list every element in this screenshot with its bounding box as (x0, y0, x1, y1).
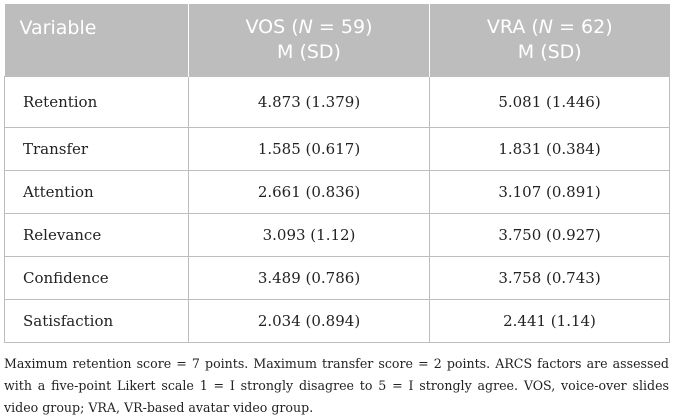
header-vos-stats: M (SD) (277, 41, 341, 63)
table-row: Retention 4.873 (1.379) 5.081 (1.446) (4, 76, 670, 128)
header-vra: VRA (N = 62) M (SD) (429, 4, 670, 77)
row-vos-value: 3.489 (0.786) (188, 256, 430, 300)
row-vra-value: 3.107 (0.891) (429, 170, 670, 214)
header-variable: Variable (4, 4, 189, 77)
header-vos-group-line: VOS (N = 59) (245, 16, 373, 38)
row-variable: Transfer (4, 127, 189, 171)
table-header: Variable VOS (N = 59) M (SD) VRA (N = 62… (4, 4, 670, 77)
header-vos-group: VOS (245, 16, 286, 38)
row-vos-value: 2.661 (0.836) (188, 170, 430, 214)
row-vos-value: 4.873 (1.379) (188, 76, 430, 128)
header-row: Variable VOS (N = 59) M (SD) VRA (N = 62… (4, 4, 670, 77)
header-vra-group: VRA (486, 16, 526, 38)
table-row: Relevance 3.093 (1.12) 3.750 (0.927) (4, 213, 670, 257)
header-variable-label: Variable (19, 17, 97, 39)
header-vra-group-line: VRA (N = 62) (486, 16, 613, 38)
table-footnote: Maximum retention score = 7 points. Maxi… (4, 355, 669, 415)
header-vos: VOS (N = 59) M (SD) (188, 4, 430, 77)
results-table-container: Variable VOS (N = 59) M (SD) VRA (N = 62… (4, 4, 670, 343)
table-body: Retention 4.873 (1.379) 5.081 (1.446) Tr… (4, 76, 670, 343)
row-vos-value: 2.034 (0.894) (188, 299, 430, 343)
table-row: Satisfaction 2.034 (0.894) 2.441 (1.14) (4, 299, 670, 343)
header-vra-stats: M (SD) (517, 41, 582, 63)
row-variable: Confidence (4, 256, 189, 300)
row-vra-value: 2.441 (1.14) (429, 299, 670, 343)
row-variable: Relevance (4, 213, 189, 257)
row-vra-value: 1.831 (0.384) (429, 127, 670, 171)
row-vra-value: 5.081 (1.446) (429, 76, 670, 128)
table-row: Transfer 1.585 (0.617) 1.831 (0.384) (4, 127, 670, 171)
row-variable: Retention (4, 76, 189, 128)
row-variable: Satisfaction (4, 299, 189, 343)
header-vra-n-label: N (538, 16, 553, 38)
row-vra-value: 3.750 (0.927) (429, 213, 670, 257)
table-row: Attention 2.661 (0.836) 3.107 (0.891) (4, 170, 670, 214)
row-vos-value: 1.585 (0.617) (188, 127, 430, 171)
header-vra-n-value: 62 (581, 16, 606, 38)
row-vra-value: 3.758 (0.743) (429, 256, 670, 300)
row-vos-value: 3.093 (1.12) (188, 213, 430, 257)
row-variable: Attention (4, 170, 189, 214)
results-table: Variable VOS (N = 59) M (SD) VRA (N = 62… (4, 4, 670, 343)
header-vos-n-value: 59 (340, 16, 366, 38)
table-row: Confidence 3.489 (0.786) 3.758 (0.743) (4, 256, 670, 300)
header-vos-n-label: N (298, 16, 313, 38)
